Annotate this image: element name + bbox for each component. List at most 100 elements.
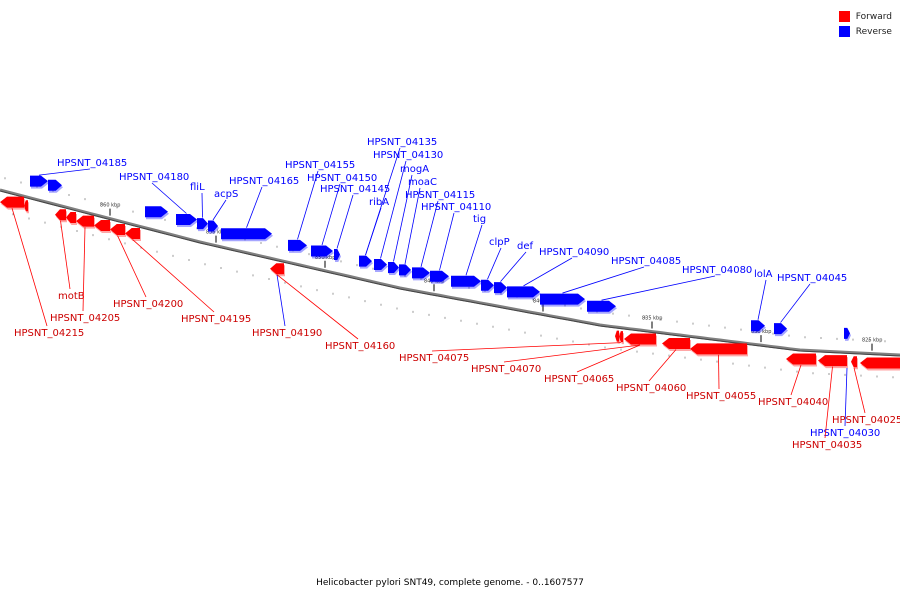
reverse-leader-line [844,367,848,427]
forward-gene-label: HPSNT_04040 [758,397,828,408]
forward-gene-arrow [786,353,816,365]
forward-leader-line [824,366,833,439]
reverse-gene-arrow [844,327,850,339]
reverse-gene-arrow [176,213,197,225]
reverse-gene-label: acpS [214,189,238,200]
reverse-gene-arrow [494,282,507,294]
reverse-gene-label: fliL [190,182,205,193]
forward-gene-label: HPSNT_04190 [252,328,322,339]
reverse-gene-label: HPSNT_04115 [405,190,475,201]
forward-gene-arrow [110,224,125,236]
reverse-leader-line [336,194,354,249]
forward-leader-line [576,344,641,373]
reverse-gene-arrow [374,259,387,271]
genome-caption: Helicobacter pylori SNT49, complete geno… [316,578,584,588]
forward-leader-line [132,239,215,313]
forward-gene-label: HPSNT_04195 [181,314,251,325]
forward-gene-arrow [860,357,900,369]
reverse-gene-arrow [197,218,208,230]
reverse-gene-label: HPSNT_04165 [229,176,299,187]
reverse-gene-arrow [48,179,62,191]
reverse-gene-label: clpP [489,237,510,248]
forward-leader-line [648,349,677,382]
reverse-leader-line [757,279,767,320]
kbp-tick-label: 855 kbp [206,230,226,236]
forward-gene-arrow [66,211,76,223]
reverse-leader-line [380,160,407,259]
reverse-leader-line [212,199,227,221]
reverse-leader-line [523,257,573,287]
reverse-gene-label: HPSNT_04155 [285,160,355,171]
forward-gene-arrow [624,333,656,345]
forward-gene-label: HPSNT_04055 [686,391,756,402]
reverse-gene-label: lolA [754,269,773,280]
reverse-gene-arrow [288,239,307,251]
reverse-leader-line [393,174,413,262]
reverse-gene-arrow [751,320,765,332]
legend-item-reverse: Reverse [838,24,892,39]
forward-gene-arrow [24,200,28,212]
reverse-gene-label: HPSNT_04145 [320,184,390,195]
reverse-gene-label: ribA [369,197,389,208]
forward-gene-label: HPSNT_04065 [544,374,614,385]
forward-gene-arrow [851,356,857,368]
forward-gene-arrow [662,338,690,349]
reverse-gene-arrow [221,228,272,240]
reverse-gene-label: def [517,241,534,252]
forward-leader-line [718,354,720,390]
reverse-leader-line [404,187,421,265]
reverse-gene-label: HPSNT_04080 [682,265,752,276]
forward-gene-label: HPSNT_04060 [616,383,686,394]
forward-leader-line [431,342,622,352]
legend-item-forward: Forward [838,9,892,24]
reverse-gene-arrow [481,279,494,291]
reverse-leader-line [780,283,811,323]
forward-gene-label: HPSNT_04200 [113,299,183,310]
reverse-gene-arrow [208,220,218,232]
forward-leader-line [790,364,802,396]
legend-label-reverse: Reverse [855,26,892,37]
reverse-gene-label: moaC [408,177,437,188]
forward-gene-label: HPSNT_04075 [399,353,469,364]
reverse-leader-line [562,266,645,294]
reverse-gene-label: HPSNT_04135 [367,137,437,148]
reverse-swatch [838,26,850,37]
reverse-gene-label: HPSNT_04150 [307,173,377,184]
reverse-gene-arrow [540,293,585,305]
reverse-leader-line [365,207,382,256]
reverse-gene-arrow [334,249,340,261]
kbp-tick-label: 825 kbp [862,338,882,344]
reverse-gene-arrow [451,275,481,287]
reverse-leader-line [201,192,203,218]
forward-gene-arrow [619,331,623,343]
forward-gene-arrow [270,263,284,275]
legend: Forward Reverse [838,9,892,39]
forward-gene-label: motB [58,291,85,302]
reverse-gene-arrow [388,262,399,274]
reverse-gene-label: HPSNT_04130 [373,150,443,161]
legend-label-forward: Forward [855,11,892,22]
kbp-tick-label: 860 kbp [100,203,120,209]
reverse-gene-label: HPSNT_04090 [539,247,609,258]
reverse-leader-line [246,186,263,228]
reverse-gene-label: HPSNT_04030 [810,428,880,439]
backbone-shadow [0,190,900,357]
reverse-leader-line [38,168,91,176]
forward-gene-arrow [615,330,619,342]
reverse-leader-line [465,224,483,276]
reverse-leader-line [151,182,187,214]
forward-leader-line [117,235,147,298]
backbone-line [0,188,900,357]
forward-gene-arrow [125,227,140,239]
forward-gene-label: HPSNT_04215 [14,328,84,339]
forward-gene-arrow [690,343,747,355]
reverse-leader-line [321,183,341,246]
reverse-leader-line [500,251,527,282]
reverse-leader-line [420,200,439,267]
kbp-tick-label: 835 kbp [642,316,662,322]
reverse-gene-arrow [399,264,411,276]
forward-gene-label: HPSNT_04035 [792,440,862,451]
reverse-gene-arrow [774,323,787,335]
forward-gene-label: HPSNT_04160 [325,341,395,352]
